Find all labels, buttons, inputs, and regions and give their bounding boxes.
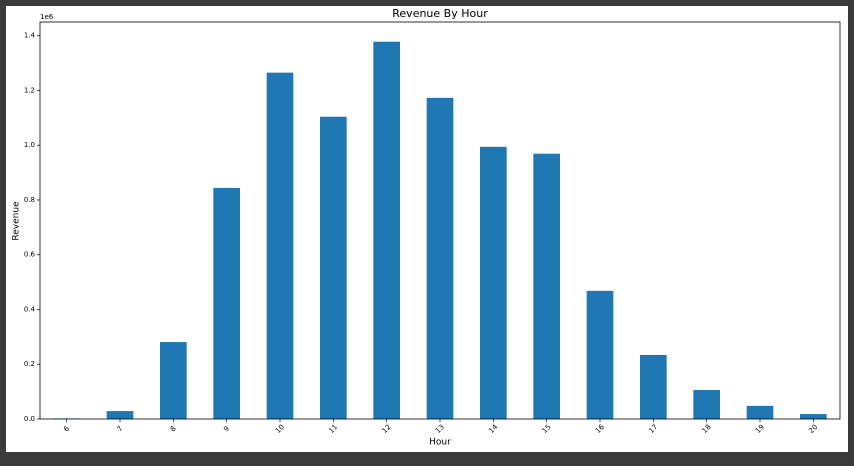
bar [320, 116, 347, 419]
x-tick-label: 12 [381, 423, 393, 435]
x-tick-label: 15 [541, 423, 553, 435]
bar [160, 342, 187, 419]
bar [213, 187, 240, 419]
y-tick-label: 0.2 [24, 360, 35, 368]
bar [746, 405, 774, 419]
y-tick-label: 1.0 [24, 141, 35, 149]
x-tick-label: 8 [169, 425, 178, 434]
bar [800, 414, 827, 419]
offset-label: 1e6 [40, 13, 54, 21]
x-axis-label: Hour [429, 438, 451, 448]
bar [586, 290, 614, 419]
x-tick-label: 20 [807, 423, 819, 435]
x-tick-label: 6 [62, 424, 71, 433]
chart-title: Revenue By Hour [392, 7, 488, 20]
y-tick-label: 0.6 [24, 251, 36, 259]
y-tick-label: 1.4 [24, 32, 36, 40]
x-tick-label: 13 [434, 423, 446, 435]
x-tick-label: 9 [222, 425, 231, 434]
y-tick-label: 0.8 [24, 196, 35, 204]
bar [693, 389, 720, 419]
bar [373, 41, 400, 419]
x-tick-label: 7 [116, 425, 125, 434]
bar [106, 411, 134, 419]
plot-frame [39, 21, 841, 420]
y-axis-label: Revenue [12, 201, 22, 241]
bar [533, 153, 560, 419]
y-tick-label: 1.2 [24, 86, 35, 94]
bar [426, 97, 454, 419]
bar [480, 146, 507, 419]
y-tick-label: 0.0 [24, 415, 35, 423]
bar [266, 72, 294, 419]
x-tick-label: 10 [274, 423, 286, 435]
x-tick-label: 19 [754, 423, 766, 435]
x-tick-label: 17 [647, 423, 659, 435]
x-tick-label: 11 [327, 423, 339, 435]
x-tick-label: 18 [701, 423, 713, 435]
bar [640, 354, 667, 419]
y-tick-label: 0.4 [24, 305, 36, 313]
